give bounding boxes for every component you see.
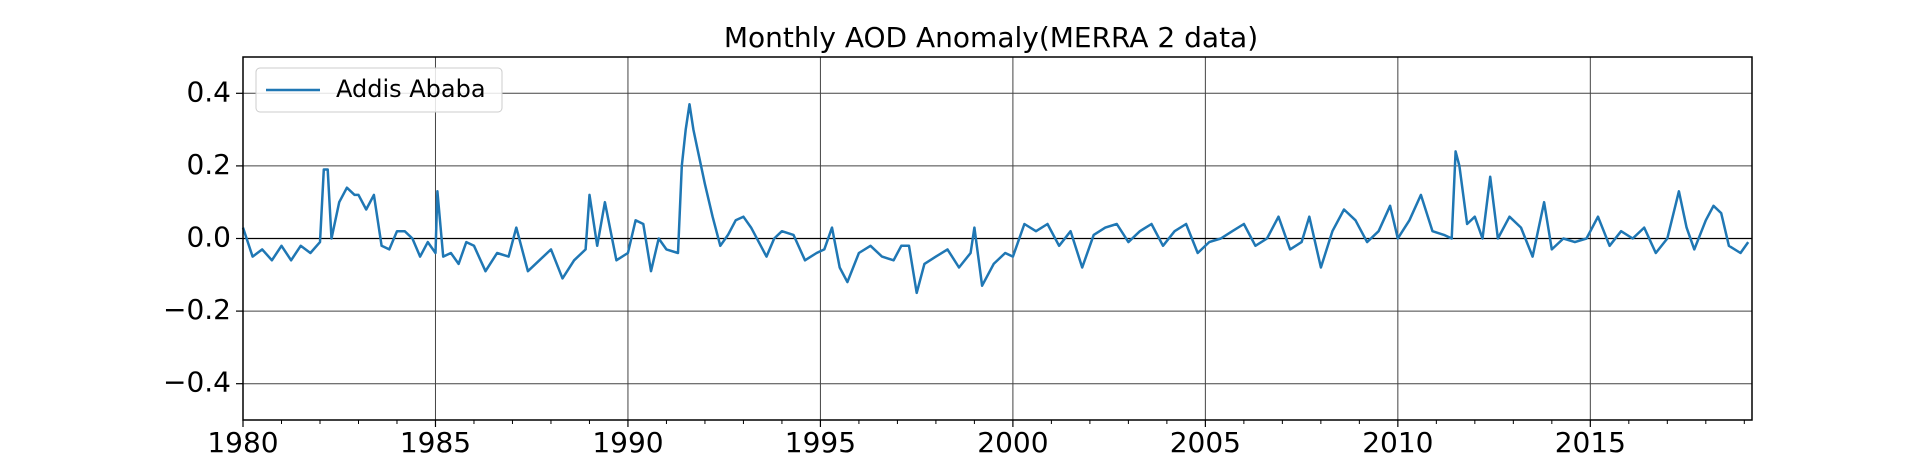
x-tick-label: 2000 [977, 426, 1048, 459]
x-tick-label: 1985 [400, 426, 471, 459]
x-tick-label: 2010 [1362, 426, 1433, 459]
series-line-0 [241, 102, 1750, 295]
x-tick-label: 1990 [592, 426, 663, 459]
y-axis: −0.4 −0.2 0.0 0.2 0.4 [163, 75, 243, 399]
y-tick-label: −0.4 [163, 366, 231, 399]
legend-box [255, 67, 503, 113]
legend: Addis Ababa [255, 67, 503, 113]
y-tick-label: 0.0 [186, 221, 231, 254]
y-tick-label: −0.2 [163, 293, 231, 326]
x-tick-label: 2015 [1555, 426, 1626, 459]
x-tick-label: 1980 [207, 426, 278, 459]
y-tick-label: 0.2 [186, 148, 231, 181]
x-tick-label: 2005 [1170, 426, 1241, 459]
legend-label: Addis Ababa [336, 75, 486, 103]
chart-title: Monthly AOD Anomaly(MERRA 2 data) [724, 21, 1258, 54]
y-tick-label: 0.4 [186, 75, 231, 108]
series-layer [241, 102, 1750, 295]
x-tick-label: 1995 [785, 426, 856, 459]
x-axis: 1980 1985 1990 1995 2000 2005 2010 2015 [207, 420, 1745, 459]
